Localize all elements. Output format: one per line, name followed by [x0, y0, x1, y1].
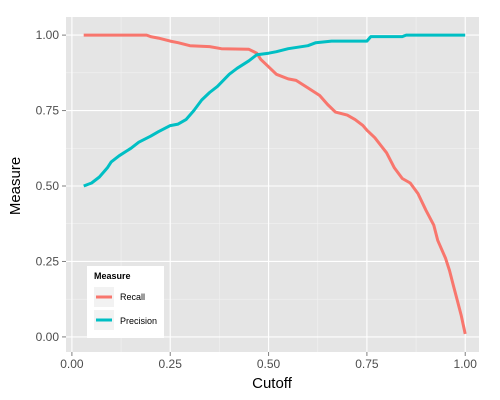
legend: Measure Recall Precision	[87, 266, 164, 338]
y-axis-title: Measure	[7, 157, 24, 215]
y-tick-label: 0.25	[36, 254, 60, 268]
legend-label-precision: Precision	[120, 316, 157, 326]
x-tick-label: 0.50	[257, 357, 281, 371]
series-line-recall	[83, 33, 467, 335]
y-tick-label: 1.00	[36, 28, 60, 42]
series-lines	[83, 33, 467, 335]
y-tick-label: 0.00	[36, 330, 60, 344]
y-axis-ticks	[62, 34, 66, 338]
x-tick-label: 0.00	[60, 357, 84, 371]
legend-title: Measure	[94, 271, 131, 281]
y-tick-label: 0.75	[36, 104, 60, 118]
x-axis-ticks	[71, 352, 466, 356]
x-tick-label: 1.00	[454, 357, 478, 371]
x-axis-tick-labels: 0.00 0.25 0.50 0.75 1.00	[60, 357, 477, 371]
y-tick-label: 0.50	[36, 179, 60, 193]
x-tick-label: 0.25	[159, 357, 183, 371]
x-axis-title: Cutoff	[252, 375, 293, 392]
y-axis-tick-labels: 0.00 0.25 0.50 0.75 1.00	[36, 28, 60, 344]
x-tick-label: 0.75	[355, 357, 379, 371]
series-line-precision	[83, 33, 466, 188]
legend-label-recall: Recall	[120, 292, 145, 302]
